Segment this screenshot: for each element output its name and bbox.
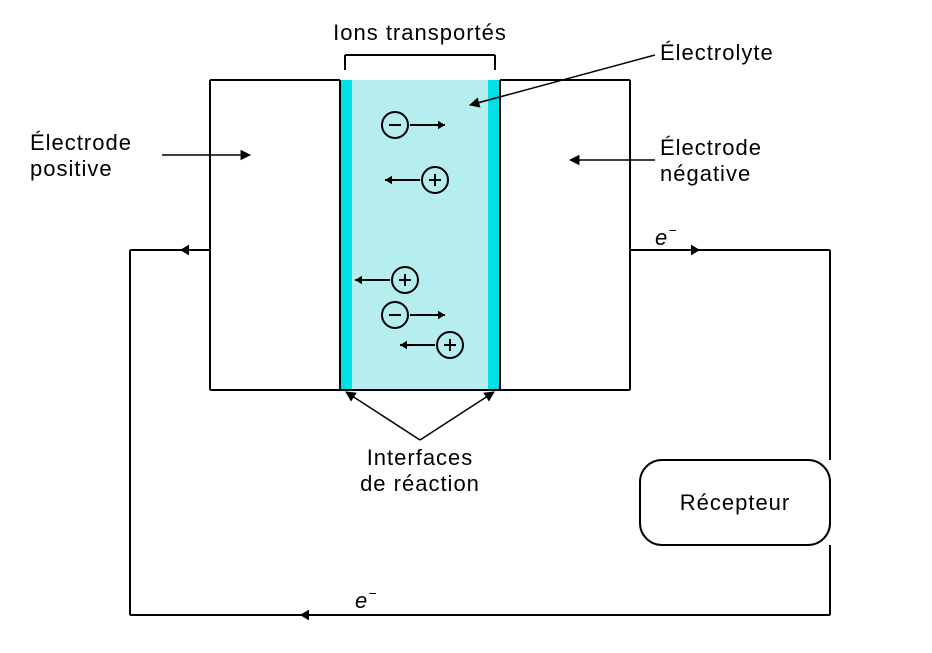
label-electrode-negative: Électrode bbox=[660, 135, 762, 160]
electrolyte-region bbox=[340, 80, 500, 390]
label-interfaces: Interfaces bbox=[367, 445, 474, 470]
interface-left bbox=[340, 80, 352, 390]
label-receptor: Récepteur bbox=[680, 490, 791, 515]
svg-text:négative: négative bbox=[660, 161, 751, 186]
leader-interface-right bbox=[420, 392, 494, 440]
label-electron-bottom: e− bbox=[355, 585, 377, 613]
interface-right bbox=[488, 80, 500, 390]
label-electrolyte: Électrolyte bbox=[660, 40, 774, 65]
svg-text:positive: positive bbox=[30, 156, 113, 181]
label-electrode-positive: Électrode bbox=[30, 130, 132, 155]
label-electron-top: e− bbox=[655, 222, 677, 250]
leader-interface-left bbox=[346, 392, 420, 440]
svg-text:de réaction: de réaction bbox=[360, 471, 480, 496]
label-ions: Ions transportés bbox=[333, 20, 507, 45]
